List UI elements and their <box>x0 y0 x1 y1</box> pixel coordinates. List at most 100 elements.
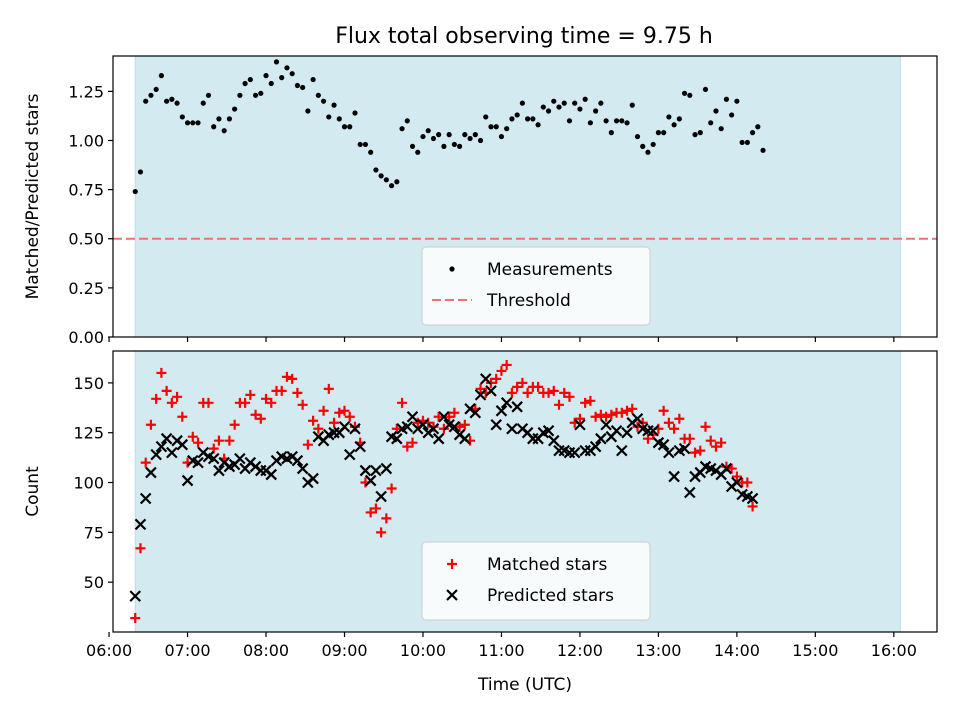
data-point <box>407 437 418 448</box>
data-point <box>598 100 604 106</box>
data-point <box>697 130 703 136</box>
data-point <box>474 389 487 401</box>
series-measurements <box>132 59 766 195</box>
data-point <box>674 413 685 424</box>
data-point <box>535 122 541 128</box>
legend-label: Threshold <box>486 291 571 311</box>
data-point <box>451 141 457 148</box>
data-point <box>681 90 688 96</box>
data-point <box>160 432 173 445</box>
plot-frame <box>112 350 938 633</box>
data-point <box>166 397 177 408</box>
data-point <box>166 446 178 459</box>
y-axis-label: Count <box>23 466 43 517</box>
data-point <box>731 471 742 482</box>
data-point <box>705 435 716 446</box>
data-point <box>491 373 502 384</box>
data-point <box>266 397 277 408</box>
y-tick-label: 50 <box>84 573 104 592</box>
data-point <box>547 434 560 447</box>
data-point <box>574 418 586 431</box>
data-point <box>621 426 633 439</box>
data-point <box>388 183 395 189</box>
data-point <box>381 513 392 524</box>
data-point <box>404 118 410 124</box>
data-point <box>226 116 233 122</box>
data-point <box>519 100 525 106</box>
data-point <box>582 96 588 102</box>
data-point <box>207 452 220 465</box>
x-tick-label: 15:00 <box>792 641 838 660</box>
data-point <box>343 448 356 461</box>
data-point <box>619 118 625 124</box>
x-tick-label: 06:00 <box>86 641 132 660</box>
data-point <box>432 432 445 445</box>
data-point <box>427 422 440 435</box>
data-point <box>663 446 675 459</box>
data-point <box>511 401 523 413</box>
data-point <box>242 80 248 87</box>
data-point <box>213 435 224 446</box>
data-point <box>655 130 662 136</box>
data-point <box>469 407 482 419</box>
data-point <box>292 387 303 398</box>
data-point <box>676 116 682 122</box>
data-point <box>483 114 489 120</box>
data-point <box>454 421 465 432</box>
data-point <box>406 410 419 423</box>
data-point <box>647 424 659 437</box>
y-tick-label: 1.25 <box>68 82 104 101</box>
legend: Measurements Threshold <box>421 246 651 326</box>
data-point <box>687 92 693 98</box>
data-point <box>140 457 151 468</box>
data-point <box>195 120 201 126</box>
data-point <box>485 385 497 397</box>
data-point <box>448 420 461 433</box>
data-point <box>671 122 677 128</box>
data-point <box>250 409 261 420</box>
data-point <box>365 507 376 518</box>
data-point <box>444 411 455 422</box>
data-point <box>559 387 570 398</box>
data-point <box>449 407 460 418</box>
data-point <box>645 149 651 155</box>
data-point <box>383 177 389 183</box>
data-point <box>554 399 565 410</box>
legend-marker-dot <box>449 266 455 272</box>
data-point <box>234 452 246 465</box>
data-point <box>156 367 167 378</box>
data-point <box>600 418 612 431</box>
series-predicted-stars <box>129 373 759 602</box>
data-point <box>213 464 225 477</box>
data-point <box>517 377 528 388</box>
data-point <box>747 501 758 512</box>
data-point <box>268 80 274 87</box>
data-point <box>380 462 393 475</box>
data-point <box>386 483 397 494</box>
data-point <box>438 410 450 423</box>
data-point <box>417 418 429 431</box>
data-point <box>169 96 175 102</box>
data-point <box>255 413 266 424</box>
data-point <box>349 422 361 435</box>
data-point <box>710 441 721 452</box>
data-point <box>746 492 759 505</box>
data-point <box>726 463 737 474</box>
data-point <box>506 422 518 435</box>
data-point <box>184 120 191 126</box>
data-point <box>336 116 342 122</box>
data-point <box>190 120 196 126</box>
data-point <box>291 454 304 467</box>
data-point <box>433 411 444 422</box>
data-point <box>300 84 306 91</box>
data-point <box>577 106 583 112</box>
x-tick-label: 14:00 <box>714 641 760 660</box>
data-point <box>760 147 766 153</box>
x-tick-label: 12:00 <box>557 641 603 660</box>
data-point <box>420 133 426 140</box>
data-point <box>488 124 494 130</box>
data-point <box>281 371 292 382</box>
data-point <box>174 100 180 106</box>
data-point <box>616 407 627 418</box>
y-tick-label: 1.00 <box>68 131 104 150</box>
